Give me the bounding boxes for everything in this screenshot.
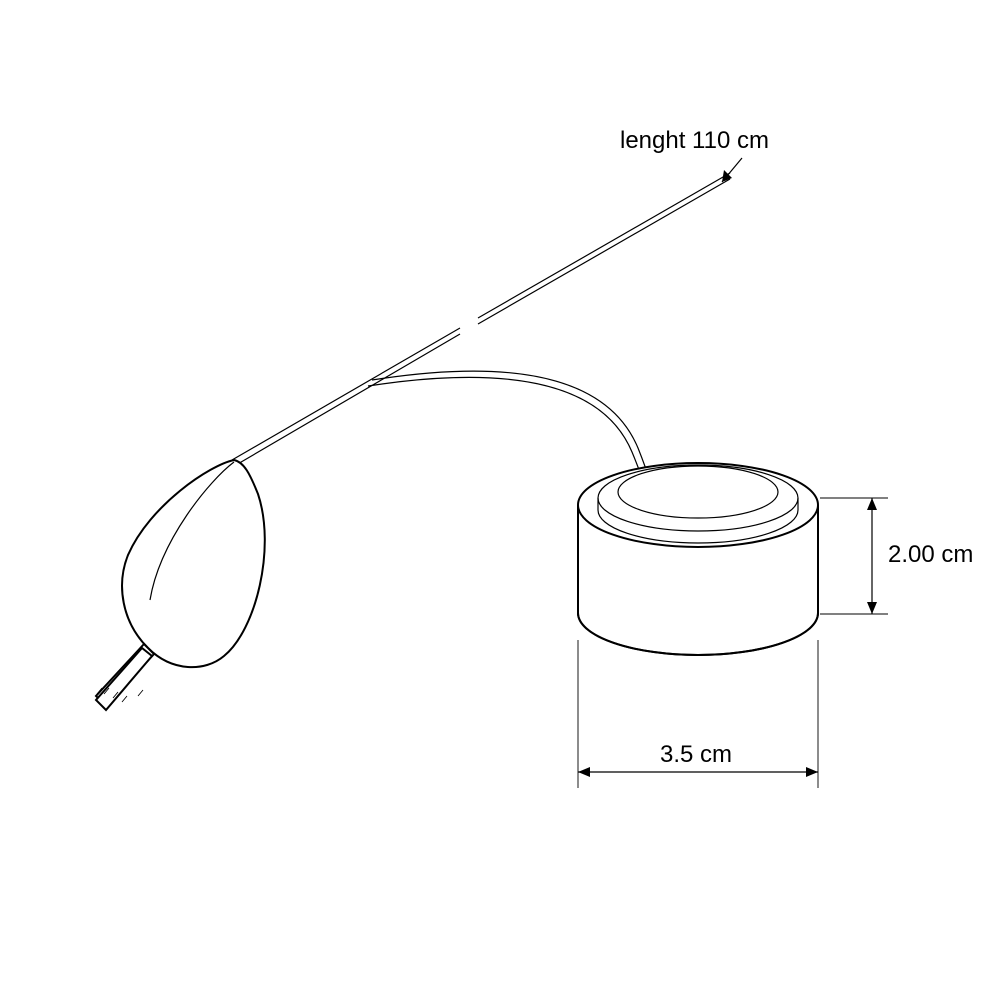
width-dimension: 3.5 cm xyxy=(578,640,818,788)
width-label: 3.5 cm xyxy=(660,741,732,768)
cable-length-callout: lenght 110 cm xyxy=(620,127,769,182)
height-label: 2.00 cm xyxy=(888,541,973,568)
height-dimension: 2.00 cm xyxy=(820,498,973,614)
puck xyxy=(578,463,818,655)
alligator-clip xyxy=(96,460,265,710)
technical-drawing: lenght 110 cm 2.00 cm 3.5 cm xyxy=(0,0,1000,1000)
cable-length-label: lenght 110 cm xyxy=(620,127,769,154)
